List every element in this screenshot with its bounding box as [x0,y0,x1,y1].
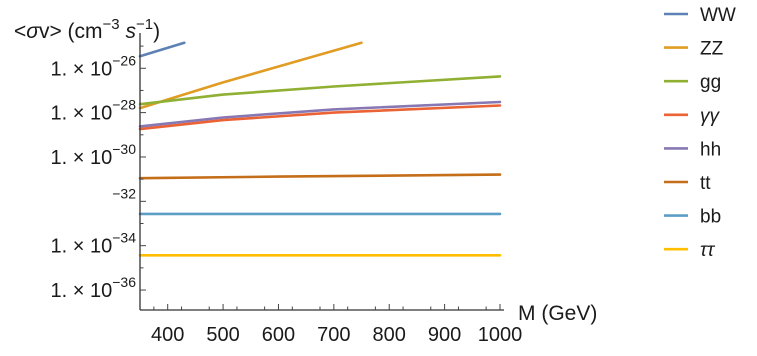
series-line-ZZ [138,41,363,110]
series-layer [138,41,502,257]
x-tick-label: 400 [151,324,184,346]
legend-label-hh: hh [700,139,721,160]
series-line-tt [138,173,502,180]
x-tick-label: 600 [262,324,295,346]
legend-label-ZZ: ZZ [700,39,724,60]
legend-label-tt: tt [700,173,711,194]
x-tick-label: 800 [373,324,406,346]
legend-label-γγ: γγ [700,106,721,127]
legend-label-bb: bb [700,207,721,228]
legend-label-WW: WW [700,5,736,26]
x-axis-label: M (GeV) [518,302,597,325]
series-line-gg [138,75,502,106]
y-tick-label: 1. × 10−30 [51,141,137,169]
y-axis-label: <σv> (cm−3 s−1) [14,16,160,43]
legend: WW ZZ gg γγ hh tt bb ττ [664,5,736,261]
x-tick-label: 500 [206,324,239,346]
series-line-WW [138,41,186,58]
y-tick-label: 1. × 10−34 [51,230,137,258]
series-line-hh [138,100,502,128]
y-tick-label: 1. × 10−26 [51,52,137,80]
x-tick-label: 700 [317,324,350,346]
x-tick-label: 1000 [478,324,523,346]
y-tick-label: 1. × 10−28 [51,97,137,125]
x-tick-label: 900 [428,324,461,346]
series-line-γγ [138,104,502,131]
axes-layer [139,33,504,311]
y-tick-label: −32 [112,185,136,201]
x-tick-labels: 400 500 600 700 800 900 1000 [151,324,522,346]
legend-label-ττ: ττ [700,240,716,261]
legend-label-gg: gg [700,72,721,93]
y-tick-labels: 1. × 10−26 1. × 10−28 1. × 10−30 −32 1. × 10… [51,52,137,302]
axis-labels: <σv> (cm−3 s−1) M (GeV) [14,16,597,325]
y-tick-label: 1. × 10−36 [51,274,137,302]
